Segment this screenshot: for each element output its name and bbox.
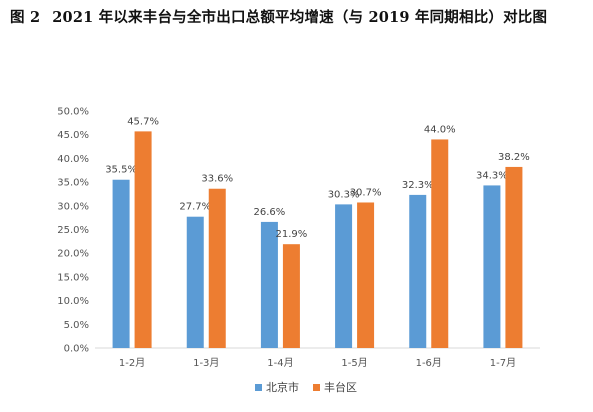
y-tick-label: 30.0% — [57, 201, 89, 212]
legend-label-fengtai: 丰台区 — [324, 380, 357, 394]
data-label: 44.0% — [424, 124, 456, 135]
bar-fengtai — [282, 244, 300, 348]
data-label: 26.6% — [254, 207, 286, 218]
data-label: 27.7% — [179, 202, 211, 213]
bar-beijing — [409, 194, 427, 348]
y-tick-label: 45.0% — [57, 130, 89, 141]
bar-fengtai — [505, 166, 523, 348]
x-tick-label: 1-6月 — [416, 357, 442, 369]
data-label: 21.9% — [276, 229, 308, 240]
figure-number: 图 2 — [10, 9, 41, 26]
bar-fengtai — [134, 131, 152, 348]
x-tick-label: 1-5月 — [341, 357, 367, 369]
data-label: 38.2% — [498, 152, 530, 163]
data-label: 33.6% — [201, 174, 233, 185]
data-label: 45.7% — [127, 116, 159, 127]
data-label: 30.7% — [350, 187, 382, 198]
data-label: 32.3% — [402, 180, 434, 191]
y-tick-label: 10.0% — [57, 296, 89, 307]
y-tick-label: 5.0% — [64, 320, 89, 331]
y-tick-label: 20.0% — [57, 249, 89, 260]
bar-beijing — [335, 204, 353, 348]
x-tick-label: 1-3月 — [193, 357, 219, 369]
bar-fengtai — [357, 202, 375, 348]
legend-label-beijing: 北京市 — [266, 380, 299, 394]
bar-beijing — [260, 221, 278, 348]
legend-swatch-beijing — [255, 384, 262, 391]
bar-beijing — [483, 185, 501, 348]
legend-swatch-fengtai — [313, 384, 320, 391]
y-tick-label: 35.0% — [57, 178, 89, 189]
x-tick-label: 1-4月 — [267, 357, 293, 369]
data-label: 30.3% — [328, 189, 360, 200]
x-tick-label: 1-2月 — [119, 357, 145, 369]
y-tick-label: 25.0% — [57, 225, 89, 236]
chart-caption: 图 2 2021 年以来丰台与全市出口总额平均增速（与 2019 年同期相比）对比… — [10, 6, 585, 27]
y-tick-label: 40.0% — [57, 154, 89, 165]
bar-beijing — [112, 179, 130, 348]
y-tick-label: 0.0% — [64, 344, 89, 355]
bar-fengtai — [431, 139, 449, 348]
x-tick-label: 1-7月 — [490, 357, 516, 369]
y-tick-label: 50.0% — [57, 107, 89, 118]
data-label: 34.3% — [476, 170, 508, 181]
data-label: 35.5% — [105, 165, 137, 176]
bar-fengtai — [208, 188, 226, 348]
bar-beijing — [186, 216, 204, 348]
y-tick-label: 15.0% — [57, 272, 89, 283]
chart-title: 2021 年以来丰台与全市出口总额平均增速（与 2019 年同期相比）对比图 — [52, 9, 548, 26]
